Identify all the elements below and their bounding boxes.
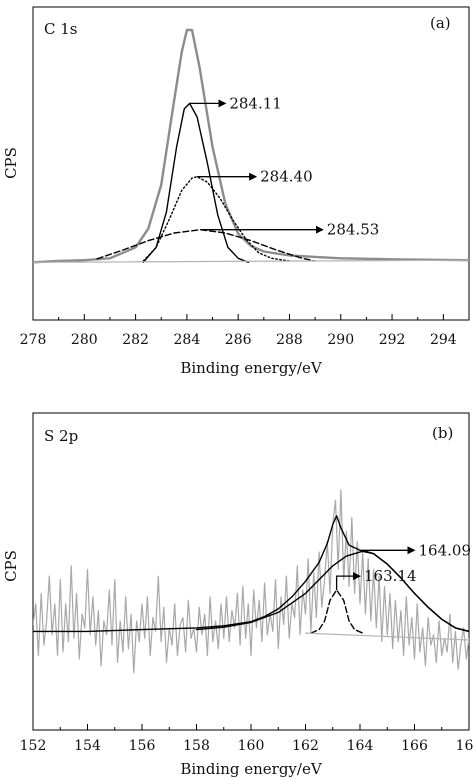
series-fit-284.53-a	[96, 229, 316, 262]
series-fit-284.40-a	[142, 176, 291, 262]
panel-label-b: (b)	[432, 424, 453, 442]
x-tick-label-a: 284	[174, 332, 201, 348]
x-tick-label-b: 160	[238, 738, 265, 754]
x-tick-label-a: 280	[71, 332, 98, 348]
series-baseline-b	[304, 632, 469, 641]
x-tick-label-a: 294	[430, 332, 457, 348]
peak-arrow-b-1	[335, 572, 361, 590]
peak-label-a-0: 284.11	[229, 94, 282, 112]
x-axis-label-a: Binding energy/eV	[180, 359, 323, 377]
x-tick-label-b: 158	[183, 738, 210, 754]
x-tick-label-a: 278	[20, 332, 47, 348]
x-tick-label-b: 162	[292, 738, 319, 754]
panel-a: 284.11 284.40 284.53 278 280 282 284 286 288 290…	[2, 6, 470, 377]
plot-frame-a	[32, 6, 470, 321]
series-fit-284.11-a	[142, 102, 250, 263]
series-baseline-a	[33, 259, 469, 263]
x-tick-label-b: 152	[20, 738, 47, 754]
x-tick-label-a: 286	[225, 332, 252, 348]
x-tick-label-b: 166	[401, 738, 428, 754]
panel-title-b: S 2p	[44, 427, 78, 445]
y-axis-label-a: CPS	[2, 147, 20, 179]
x-tick-label-a: 290	[327, 332, 354, 348]
x-tick-label-b: 164	[347, 738, 374, 754]
x-axis-label-b: Binding energy/eV	[180, 760, 323, 778]
peak-label-a-2: 284.53	[327, 221, 380, 239]
x-tick-label-a: 282	[122, 332, 149, 348]
series-raw-a	[33, 28, 469, 264]
panel-label-a: (a)	[430, 14, 451, 32]
y-axis-label-b: CPS	[2, 550, 20, 582]
peak-label-b-1: 163.14	[364, 567, 417, 585]
peak-label-b-0: 164.09	[419, 541, 472, 559]
x-tick-label-a: 292	[379, 332, 406, 348]
peak-label-a-1: 284.40	[260, 168, 313, 186]
x-tick-label-b: 168	[456, 738, 474, 754]
series-fit-164.09-b	[195, 550, 469, 633]
x-tick-label-b: 154	[74, 738, 101, 754]
x-tick-label-a: 288	[276, 332, 303, 348]
series-fit-163.14-b	[310, 589, 364, 634]
panel-title-a: C 1s	[44, 20, 78, 38]
x-tick-label-b: 156	[129, 738, 156, 754]
